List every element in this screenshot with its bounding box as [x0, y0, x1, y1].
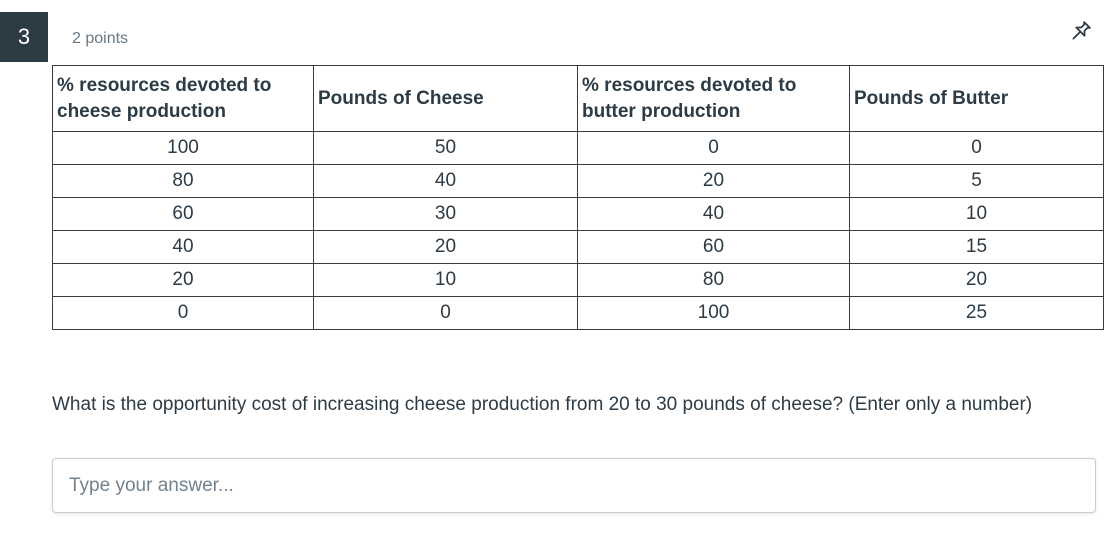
- question-number-label: 3: [17, 24, 31, 49]
- table-cell: 15: [849, 230, 1104, 264]
- table-cell: 60: [52, 197, 314, 231]
- table-row: 80 40 20 5: [52, 164, 1104, 198]
- answer-input[interactable]: [52, 458, 1096, 513]
- pin-button[interactable]: [1064, 18, 1096, 50]
- table-cell: 20: [313, 230, 578, 264]
- points-label: 2 points: [72, 30, 129, 47]
- table-row: 20 10 80 20: [52, 263, 1104, 297]
- table-cell: 80: [577, 263, 850, 297]
- table-cell: 5: [849, 164, 1104, 198]
- table-cell: 60: [577, 230, 850, 264]
- table-header-row: % resources devoted to cheese production…: [52, 65, 1104, 132]
- question-number: 3: [0, 12, 48, 62]
- table-cell: 0: [849, 131, 1104, 165]
- table-cell: 20: [577, 164, 850, 198]
- table-cell: 100: [577, 296, 850, 330]
- table-cell: 50: [313, 131, 578, 165]
- table-cell: 10: [849, 197, 1104, 231]
- header-pounds-butter: Pounds of Butter: [849, 65, 1104, 132]
- pin-icon: [1066, 18, 1094, 51]
- production-table: % resources devoted to cheese production…: [52, 65, 1104, 330]
- table-cell: 25: [849, 296, 1104, 330]
- table-cell: 0: [52, 296, 314, 330]
- table-cell: 0: [577, 131, 850, 165]
- table-cell: 0: [313, 296, 578, 330]
- header-butter-resources: % resources devoted to butter production: [577, 65, 850, 132]
- header-cheese-resources: % resources devoted to cheese production: [52, 65, 314, 132]
- table-cell: 20: [52, 263, 314, 297]
- question-prompt: What is the opportunity cost of increasi…: [52, 394, 1033, 415]
- table-cell: 10: [313, 263, 578, 297]
- table-cell: 30: [313, 197, 578, 231]
- table-cell: 100: [52, 131, 314, 165]
- table-cell: 40: [313, 164, 578, 198]
- table-row: 60 30 40 10: [52, 197, 1104, 231]
- table-cell: 20: [849, 263, 1104, 297]
- header-pounds-cheese: Pounds of Cheese: [313, 65, 578, 132]
- table-row: 0 0 100 25: [52, 296, 1104, 330]
- table-row: 100 50 0 0: [52, 131, 1104, 165]
- table-cell: 40: [577, 197, 850, 231]
- table-cell: 80: [52, 164, 314, 198]
- table-row: 40 20 60 15: [52, 230, 1104, 264]
- table-cell: 40: [52, 230, 314, 264]
